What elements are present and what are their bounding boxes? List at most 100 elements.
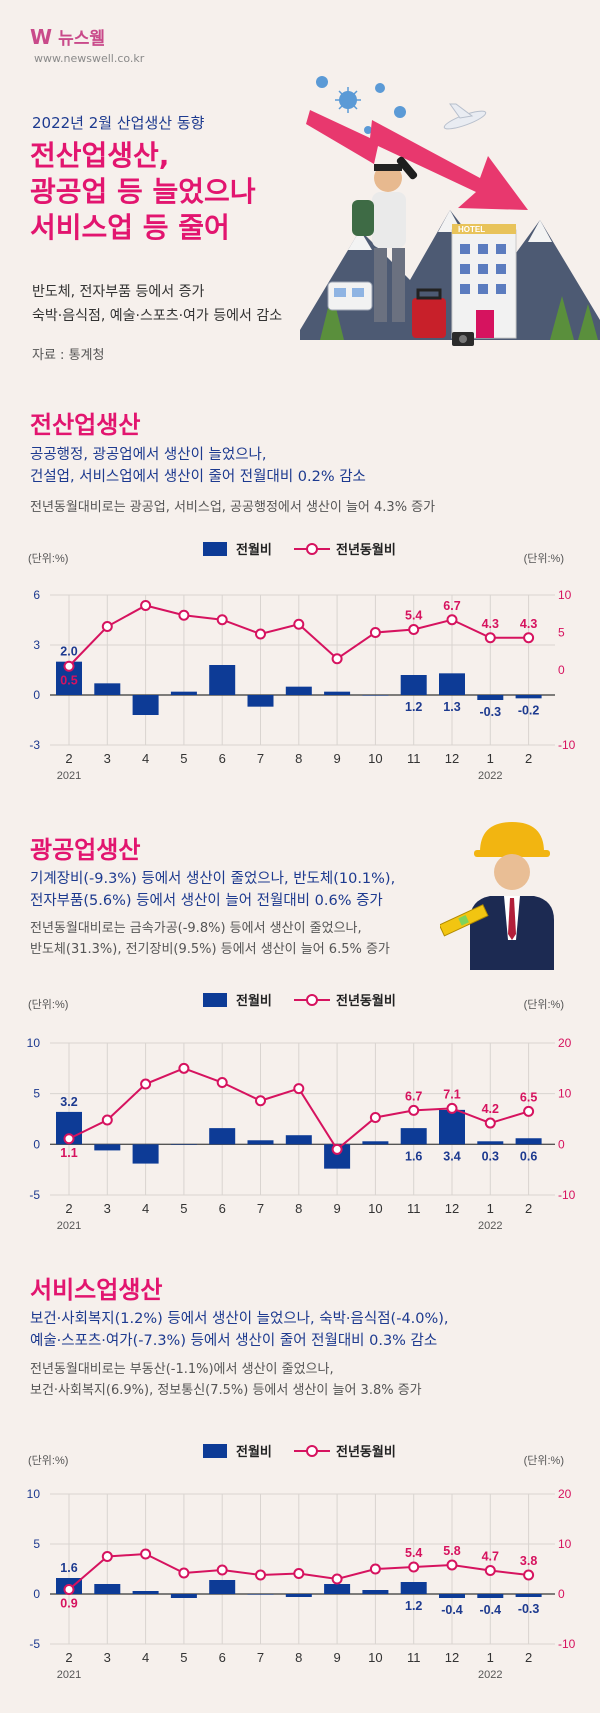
section-desc-all-industry: 공공행정, 광공업에서 생산이 늘었으나, 건설업, 서비스업에서 생산이 줄어… xyxy=(30,444,366,488)
line-point xyxy=(293,1083,305,1095)
line-point xyxy=(216,614,228,626)
line-point xyxy=(63,660,75,672)
line-point xyxy=(255,1095,266,1107)
y-tick-right: 20 xyxy=(558,1036,572,1050)
x-tick-label: 8 xyxy=(295,1650,302,1665)
y-tick-left: -5 xyxy=(29,1188,40,1202)
y-tick-left: -5 xyxy=(29,1637,40,1651)
line-point xyxy=(178,1567,190,1579)
x-tick-label: 6 xyxy=(219,1650,226,1665)
trees xyxy=(320,292,598,340)
line-data-label: 0.9 xyxy=(60,1597,77,1611)
bar-data-label: 1.3 xyxy=(443,700,460,714)
bar-data-label: -0.3 xyxy=(518,1602,540,1616)
title-line: 전산업생산, xyxy=(30,139,170,172)
traveler-figure xyxy=(352,156,418,322)
legend-line-marker xyxy=(306,543,318,555)
line-point xyxy=(140,600,152,611)
bar xyxy=(94,683,121,695)
airplane-icon xyxy=(443,103,487,130)
legend-line-marker xyxy=(306,994,318,1006)
line-data-label: 1.1 xyxy=(60,1146,77,1160)
bar xyxy=(477,1594,504,1598)
line-point xyxy=(523,1569,535,1581)
line-point xyxy=(178,609,190,621)
section-title-mining-manufacturing: 광공업생산 xyxy=(30,836,141,864)
line-point xyxy=(523,1105,535,1117)
bar xyxy=(170,691,197,695)
line-point xyxy=(484,632,496,644)
line-point xyxy=(408,624,420,635)
section-title-all-industry: 전산업생산 xyxy=(30,411,141,439)
desc-line: 기계장비(-9.3%) 등에서 생산이 줄었으나, 반도체(10.1%), xyxy=(30,871,396,887)
x-tick-label: 3 xyxy=(104,751,111,766)
hard-hat-icon xyxy=(480,822,544,852)
x-tick-label: 6 xyxy=(219,751,226,766)
y-tick-left: 6 xyxy=(33,588,40,602)
bar-data-label: 1.2 xyxy=(405,700,422,714)
source-note: 자료 : 통계청 xyxy=(32,348,105,363)
bar xyxy=(439,1109,465,1145)
year-label: 2022 xyxy=(478,770,502,782)
hotel-sign: HOTEL xyxy=(458,225,485,234)
x-tick-label: 5 xyxy=(180,751,187,766)
legend-label: 전년동월비 xyxy=(336,993,396,1008)
x-tick-label: 4 xyxy=(142,1650,149,1665)
y-tick-left: 10 xyxy=(27,1487,41,1501)
bar xyxy=(324,1584,351,1594)
line-point xyxy=(101,621,113,632)
bar xyxy=(94,1144,121,1151)
line-point xyxy=(331,653,343,665)
x-tick-label: 7 xyxy=(257,1650,264,1665)
section-title-service: 서비스업생산 xyxy=(30,1276,163,1304)
down-arrow-icon xyxy=(306,110,528,210)
section-desc-service: 보건·사회복지(1.2%) 등에서 생산이 늘었으나, 숙박·음식점(-4.0%… xyxy=(30,1308,449,1352)
bar xyxy=(324,691,351,695)
bar xyxy=(132,1144,159,1164)
bar xyxy=(285,1135,312,1145)
year-label: 2021 xyxy=(57,770,81,782)
bar-data-label: 2.0 xyxy=(60,645,77,659)
y-tick-right: 0 xyxy=(558,1587,565,1601)
logo-name: 뉴스웰 xyxy=(58,29,105,49)
x-tick-label: 2 xyxy=(525,751,532,766)
bar xyxy=(400,1582,427,1594)
note-line: 전년동월대비로는 금속가공(-9.8%) 등에서 생산이 줄었으나, xyxy=(30,921,362,936)
x-tick-label: 6 xyxy=(219,1201,226,1216)
intro-text: 반도체, 전자부품 등에서 증가 숙박·음식점, 예술·스포츠·여가 등에서 감… xyxy=(32,280,282,328)
y-tick-left: 0 xyxy=(33,1137,40,1151)
chart-service: 전월비 전년동월비 (단위:%) (단위:%) -5 0 5 10 -10 0 10 20 1.6 1.2… xyxy=(27,1444,576,1681)
x-tick-label: 10 xyxy=(368,751,382,766)
chart-all-industry: 전월비 전년동월비 (단위:%) (단위:%) -3 0 3 6 -10 0 5 10 2.0 1.2 1.… xyxy=(28,542,576,782)
bar-data-label: 0.3 xyxy=(482,1149,499,1163)
bar xyxy=(362,695,389,696)
year-label: 2022 xyxy=(478,1220,502,1232)
line-point xyxy=(140,1548,152,1560)
desc-line: 전자부품(5.6%) 등에서 생산이 늘어 전월대비 0.6% 증가 xyxy=(30,893,383,909)
line-point xyxy=(331,1143,343,1155)
x-tick-label: 2 xyxy=(525,1201,532,1216)
page-subtitle: 2022년 2월 산업생산 동향 xyxy=(32,114,205,132)
y-tick-right: -10 xyxy=(558,738,576,752)
x-tick-label: 4 xyxy=(142,1201,149,1216)
line-data-label: 6.7 xyxy=(443,599,460,613)
bar xyxy=(400,675,427,695)
suitcase-icon xyxy=(412,288,446,338)
legend-label: 전년동월비 xyxy=(336,1444,396,1459)
line-data-label: 5.4 xyxy=(405,1546,422,1560)
unit-label-right: (단위:%) xyxy=(524,998,564,1011)
line-data-label: 4.2 xyxy=(482,1102,499,1116)
line-point xyxy=(446,614,458,626)
x-tick-label: 11 xyxy=(407,751,421,766)
line-point xyxy=(408,1561,420,1573)
bar xyxy=(209,1580,236,1594)
y-tick-left: 5 xyxy=(33,1087,40,1101)
site-url: www.newswell.co.kr xyxy=(34,52,145,65)
x-tick-label: 12 xyxy=(445,751,459,766)
intro-line: 반도체, 전자부품 등에서 증가 xyxy=(32,284,205,300)
bar xyxy=(209,665,236,695)
legend-bar-swatch xyxy=(203,1444,227,1458)
x-tick-label: 11 xyxy=(407,1201,421,1216)
legend-bar-swatch xyxy=(203,542,227,556)
line-data-label: 5.4 xyxy=(405,609,422,623)
